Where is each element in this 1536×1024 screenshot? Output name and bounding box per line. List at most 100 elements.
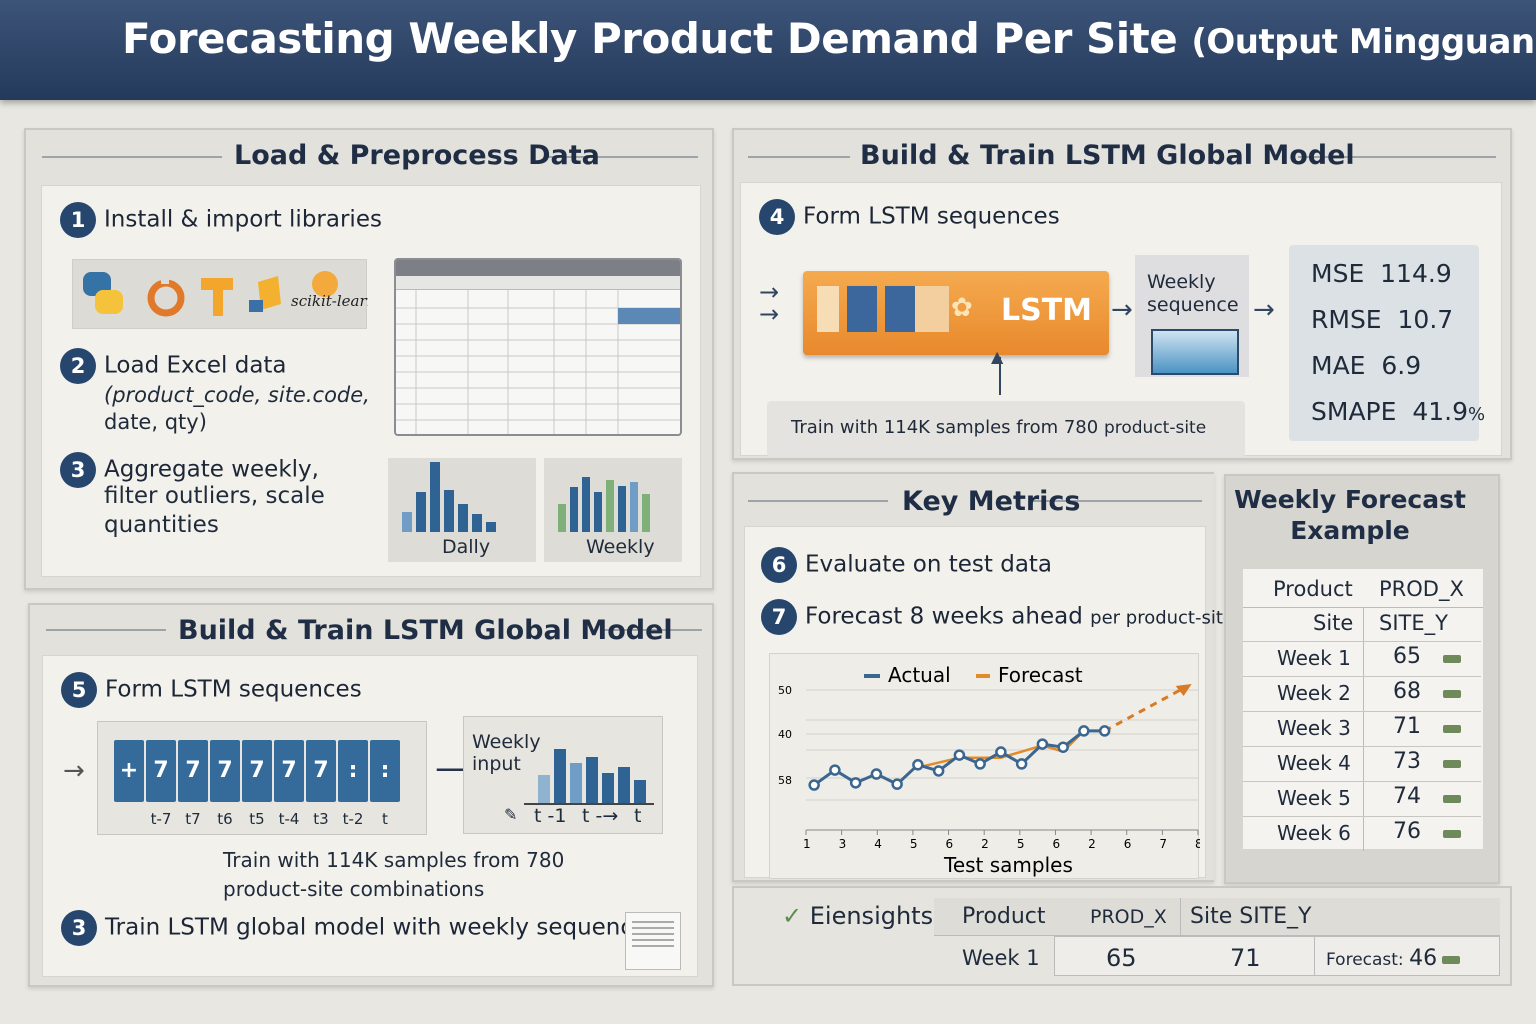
panel-title: Example — [1290, 516, 1410, 545]
weekly-input-box: Weekly input ✎ t -1 t -→ t — [463, 716, 663, 834]
step-7: 7 Forecast 8 weeks ahead per product-site — [761, 599, 1234, 635]
weekly-label: Weekly — [586, 536, 655, 558]
forecast-row: Week 6 76 — [1243, 816, 1481, 851]
x-tick-label: 6 — [946, 837, 954, 851]
spreadsheet-grid — [396, 290, 680, 434]
y-tick-label: 40 — [778, 728, 792, 741]
build-train-panel-left: Build & Train LSTM Global Model 5 Form LS… — [28, 603, 714, 987]
status-pill-icon — [1443, 830, 1461, 838]
sequence-step-label: t7 — [185, 810, 201, 828]
section-title: Build & Train LSTM Global Model — [178, 615, 673, 646]
actual-point — [1098, 725, 1111, 737]
weekly-sequence-box: Weekly sequence — [1135, 255, 1249, 377]
x-tick-label: 5 — [910, 837, 918, 851]
step-6: 6 Evaluate on test data — [761, 547, 1052, 583]
sequence-step-label: t-7 — [150, 810, 172, 828]
section-title: Key Metrics — [902, 486, 1081, 517]
insights-label: Eiensights — [809, 902, 934, 930]
actual-point — [953, 749, 966, 761]
train-text: Train with 114K samples from 780 — [223, 848, 565, 872]
input-arrows-icon: → → — [759, 278, 780, 328]
step-3-text: filter outliers, scale — [104, 483, 325, 509]
sequence-step-box: + — [114, 740, 144, 802]
neural-cells-icon: ✿ — [951, 293, 973, 323]
key-metrics-panel: Key Metrics 6 Evaluate on test data 7 Fore… — [732, 472, 1234, 882]
actual-point — [995, 746, 1007, 758]
sequence-step-box: 7 — [274, 740, 304, 802]
status-pill-icon — [1443, 760, 1461, 768]
sequence-step-box: 7 — [178, 740, 208, 802]
train-info-box: Train with 114K samples from 780 product… — [767, 401, 1245, 457]
product-value: PROD_X — [1379, 577, 1464, 601]
weekly-sequence-label: Weekly sequence — [1147, 271, 1239, 316]
actual-point — [849, 777, 862, 789]
arrow-up-icon — [999, 357, 1001, 395]
forecast-row: Week 1 65 — [1243, 641, 1481, 676]
status-pill-icon — [1443, 690, 1461, 698]
section-title: Load & Preprocess Data — [234, 140, 600, 171]
keras-icon — [249, 276, 281, 312]
sequence-step-box: : — [338, 740, 368, 802]
library-logos: scikit-learn — [72, 259, 376, 329]
x-axis-label: Test samples — [943, 853, 1073, 877]
scikit-learn-logo: scikit-learn — [291, 271, 376, 310]
forecast-row: Week 5 74 — [1243, 781, 1481, 816]
actual-point — [1057, 741, 1069, 753]
step-5: 5 Form LSTM sequences — [61, 672, 362, 708]
step-3: 3 Aggregate weekly, — [60, 452, 319, 488]
step-2-detail: (product_code, site.code, — [104, 383, 370, 407]
build-train-panel-right: Build & Train LSTM Global Model 4 Form LS… — [732, 128, 1512, 460]
pencil-icon: ✎ — [504, 805, 518, 824]
actual-point — [912, 759, 924, 771]
y-tick-label: 50 — [778, 684, 792, 697]
legend-forecast-label: Forecast — [998, 663, 1083, 687]
y-tick-label: 58 — [778, 774, 792, 787]
train-text: Train with 114K samples from 780 — [791, 417, 1099, 438]
forecast-row: Week 4 73 — [1243, 746, 1481, 781]
daily-chart-thumbnail: Dally — [388, 458, 536, 562]
sequence-step-box: 7 — [242, 740, 272, 802]
arrow-right-icon: → — [63, 756, 85, 786]
forecast-projection-line — [1103, 684, 1189, 733]
section-title: Build & Train LSTM Global Model — [860, 140, 1355, 171]
x-tick-label: 5 — [1017, 837, 1025, 851]
forecast-row: Week 3 71 — [1243, 711, 1481, 746]
sequence-step-box: : — [370, 740, 400, 802]
sequence-step-label: t-2 — [342, 810, 364, 828]
forecast-arrowhead — [1175, 684, 1192, 697]
x-tick-label: 7 — [1159, 837, 1167, 851]
week-label: Week 1 — [962, 946, 1040, 970]
product-label: Product — [962, 904, 1046, 929]
status-pill-icon — [1443, 655, 1461, 663]
metric-smape: SMAPE 41.9% — [1311, 397, 1486, 426]
step-3-text: quantities — [104, 512, 219, 538]
insights-strip: ✓ Eiensights Product PROD_X Site SITE_Y … — [732, 886, 1512, 986]
sequence-step-label: t6 — [217, 810, 233, 828]
actual-point — [1036, 738, 1049, 750]
actual-point — [870, 768, 883, 780]
product-value: PROD_X — [1090, 906, 1167, 928]
sequence-step-box: 7 — [146, 740, 176, 802]
value-2: 71 — [1230, 944, 1261, 972]
actual-point — [1078, 725, 1090, 737]
arrow-right-icon: → — [1111, 295, 1133, 325]
x-tick-label: 8 — [1195, 837, 1200, 851]
actual-point — [891, 778, 903, 790]
site-label: Site — [1313, 611, 1354, 635]
status-pill-icon — [1443, 795, 1461, 803]
step-1: 1 Install & import libraries — [60, 202, 382, 238]
actual-point — [829, 764, 841, 776]
arrow-head: ▲ — [991, 347, 1004, 366]
lstm-block: ✿ LSTM — [803, 271, 1109, 355]
lstm-label: LSTM — [1001, 293, 1093, 328]
forecast-value: 46 — [1409, 946, 1438, 971]
sequence-step-label: t5 — [249, 810, 265, 828]
forecast-row: Week 2 68 — [1243, 676, 1481, 711]
metric-rmse: RMSE 10.7 — [1311, 305, 1454, 334]
document-icon — [625, 912, 681, 970]
weekly-forecast-table: Product PROD_X Site SITE_Y Week 1 65 Week … — [1242, 568, 1484, 851]
metric-mae: MAE 6.9 — [1311, 351, 1422, 380]
line-chart: 50 40 58 1 3 4 5 6 2 5 6 2 6 7 8 Test samples Actual Fore… — [778, 663, 1203, 877]
checkmark-icon: ✓ — [782, 902, 803, 930]
header-banner: Forecasting Weekly Product Demand Per Si… — [0, 0, 1536, 100]
